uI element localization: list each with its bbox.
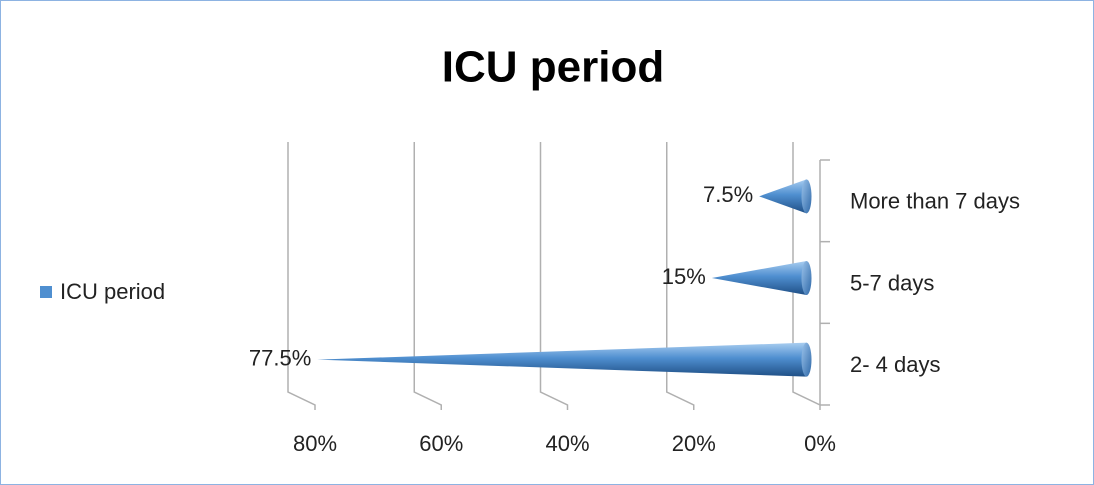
grid-line [666,142,695,410]
grid-line [539,142,569,410]
cone-body [759,179,807,214]
y-tick-label: 5-7 days [850,270,934,295]
x-tick-label: 80% [293,431,337,456]
cone-body [317,342,807,377]
grid-line [413,142,442,410]
cone-body [711,261,807,295]
x-tick-label: 60% [419,431,463,456]
x-tick-label: 40% [545,431,589,456]
x-tick-label: 0% [804,431,836,456]
cone-base [801,179,812,214]
cone-bar [317,342,812,377]
y-tick-label: 2- 4 days [850,352,941,377]
value-label: 77.5% [249,345,311,370]
cone-base [801,342,812,377]
value-label: 7.5% [703,182,753,207]
y-tick-label: More than 7 days [850,189,1020,214]
chart-title: ICU period [442,43,664,92]
cone-base [801,261,812,295]
grid-line [287,142,316,410]
legend-swatch [40,286,52,298]
cone-bar [759,179,812,214]
cone-bar [711,261,812,295]
value-label: 15% [662,264,706,289]
legend-label: ICU period [60,279,165,304]
x-tick-label: 20% [672,431,716,456]
